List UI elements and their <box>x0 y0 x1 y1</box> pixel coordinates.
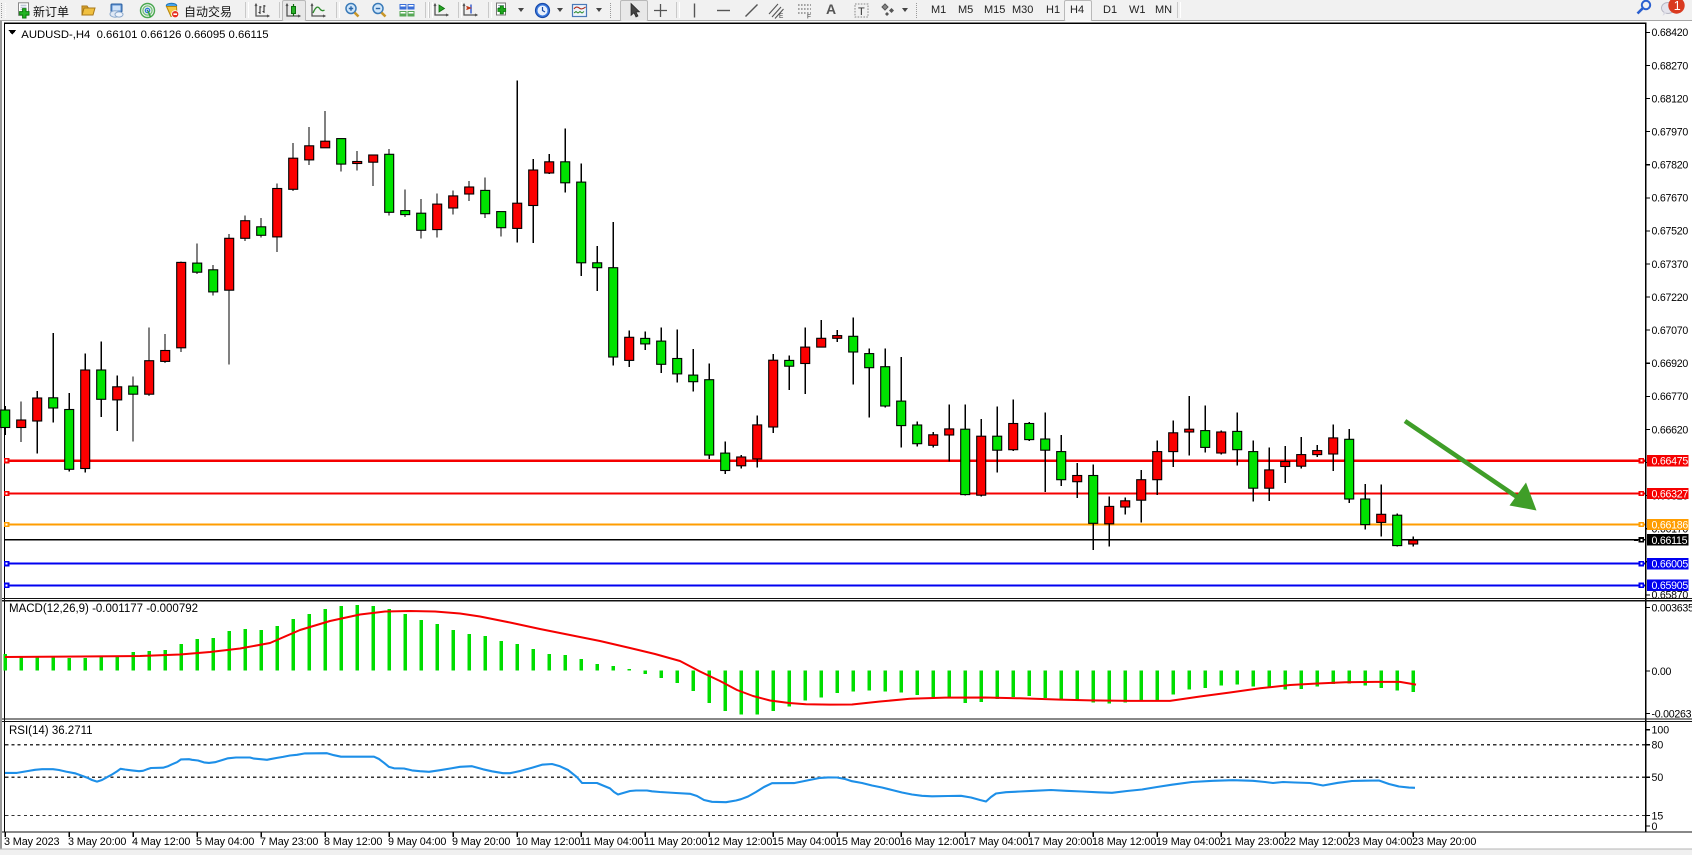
svg-text:0.00: 0.00 <box>1652 666 1672 678</box>
svg-text:23 May 20:00: 23 May 20:00 <box>1412 836 1476 848</box>
svg-text:0.66005: 0.66005 <box>1652 559 1689 571</box>
svg-text:RSI(14) 36.2711: RSI(14) 36.2711 <box>9 725 93 737</box>
svg-text:19 May 04:00: 19 May 04:00 <box>1156 836 1220 848</box>
svg-text:15: 15 <box>1652 810 1664 822</box>
svg-text:15 May 04:00: 15 May 04:00 <box>772 836 836 848</box>
svg-text:0.67670: 0.67670 <box>1652 193 1689 205</box>
svg-text:4 May 12:00: 4 May 12:00 <box>132 836 190 848</box>
svg-text:0.66115: 0.66115 <box>1652 535 1688 547</box>
svg-text:MACD(12,26,9) -0.001177 -0.000: MACD(12,26,9) -0.001177 -0.000792 <box>9 603 198 615</box>
svg-text:AUDUSD-,H4 0.66101 0.66126 0.: AUDUSD-,H4 0.66101 0.66126 0.66095 0.661… <box>21 29 268 41</box>
svg-text:9 May 20:00: 9 May 20:00 <box>452 836 510 848</box>
svg-text:0.67520: 0.67520 <box>1652 226 1689 238</box>
svg-text:3 May 2023: 3 May 2023 <box>4 836 60 848</box>
svg-text:0.66620: 0.66620 <box>1652 424 1689 436</box>
svg-text:12 May 12:00: 12 May 12:00 <box>708 836 772 848</box>
svg-text:16 May 12:00: 16 May 12:00 <box>900 836 964 848</box>
svg-text:0.003635: 0.003635 <box>1652 603 1692 615</box>
svg-text:T: T <box>858 6 865 18</box>
svg-text:17 May 04:00: 17 May 04:00 <box>964 836 1028 848</box>
svg-text:0.65870: 0.65870 <box>1652 590 1689 602</box>
svg-text:0.67370: 0.67370 <box>1652 259 1689 271</box>
svg-text:23 May 04:00: 23 May 04:00 <box>1348 836 1412 848</box>
svg-text:100: 100 <box>1652 725 1670 737</box>
svg-text:3 May 20:00: 3 May 20:00 <box>68 836 126 848</box>
svg-text:5 May 04:00: 5 May 04:00 <box>196 836 254 848</box>
svg-text:1: 1 <box>1674 0 1681 13</box>
svg-text:7 May 23:00: 7 May 23:00 <box>260 836 318 848</box>
svg-text:-0.00263: -0.00263 <box>1652 709 1692 721</box>
svg-text:15 May 20:00: 15 May 20:00 <box>836 836 900 848</box>
svg-text:11 May 20:00: 11 May 20:00 <box>644 836 708 848</box>
svg-text:18 May 12:00: 18 May 12:00 <box>1092 836 1156 848</box>
svg-text:9 May 04:00: 9 May 04:00 <box>388 836 446 848</box>
svg-text:21 May 23:00: 21 May 23:00 <box>1220 836 1284 848</box>
svg-text:0.68420: 0.68420 <box>1652 27 1689 39</box>
svg-text:0: 0 <box>1652 821 1658 833</box>
svg-text:0.66920: 0.66920 <box>1652 358 1689 370</box>
svg-text:E: E <box>779 13 784 19</box>
svg-text:0.67070: 0.67070 <box>1652 325 1689 337</box>
svg-text:0.67820: 0.67820 <box>1652 160 1689 172</box>
svg-text:0.66327: 0.66327 <box>1652 488 1689 500</box>
svg-text:0.68270: 0.68270 <box>1652 60 1689 72</box>
svg-text:0.67970: 0.67970 <box>1652 126 1689 138</box>
svg-text:0.68120: 0.68120 <box>1652 93 1689 105</box>
svg-text:0.65905: 0.65905 <box>1652 580 1689 592</box>
svg-text:50: 50 <box>1652 772 1664 784</box>
svg-text:22 May 12:00: 22 May 12:00 <box>1284 836 1348 848</box>
svg-text:80: 80 <box>1652 740 1664 752</box>
svg-text:0.66475: 0.66475 <box>1652 456 1689 468</box>
svg-text:10 May 12:00: 10 May 12:00 <box>516 836 580 848</box>
svg-text:11 May 04:00: 11 May 04:00 <box>580 836 644 848</box>
svg-text:0.66186: 0.66186 <box>1652 519 1689 531</box>
svg-text:0.66770: 0.66770 <box>1652 391 1689 403</box>
svg-text:0.67220: 0.67220 <box>1652 292 1689 304</box>
svg-text:17 May 20:00: 17 May 20:00 <box>1028 836 1092 848</box>
svg-text:F: F <box>807 14 811 20</box>
svg-text:8 May 12:00: 8 May 12:00 <box>324 836 382 848</box>
